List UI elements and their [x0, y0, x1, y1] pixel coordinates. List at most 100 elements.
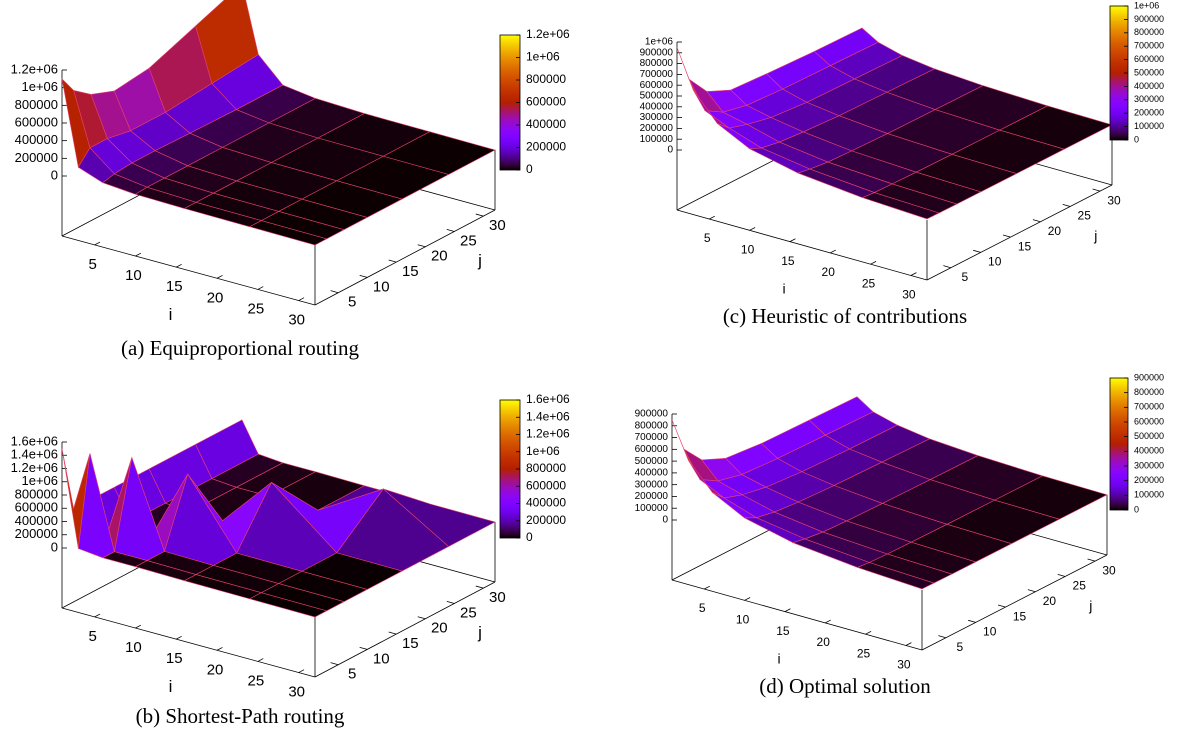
x-tick [704, 585, 710, 590]
colorbar-tick-label: 200000 [1134, 475, 1164, 485]
z-tick-label: 400000 [640, 101, 674, 112]
x-tick [825, 619, 831, 624]
x-axis-label: i [169, 677, 173, 696]
x-tick [709, 215, 715, 220]
x-tick [135, 624, 142, 629]
x-tick-label: 20 [822, 265, 836, 279]
z-tick-label: 700000 [640, 69, 674, 80]
colorbar-tick-label: 200000 [526, 140, 566, 154]
z-tick-label: 900000 [640, 47, 674, 58]
y-tick [446, 228, 455, 232]
surface-plot: 0 200000 400000 600000 800000 1e+06 1.2e+06 5 10… [11, 0, 570, 360]
z-tick-label: 200000 [15, 526, 58, 541]
colorbar-tick-label: 1e+06 [1134, 0, 1159, 10]
z-tick-label: 1.2e+06 [11, 460, 58, 475]
y-tick [1027, 589, 1036, 593]
z-tick-label: 400000 [15, 132, 58, 147]
z-tick-label: 600000 [635, 444, 669, 455]
x-tick-label: 5 [88, 256, 96, 273]
x-tick-label: 15 [166, 278, 183, 295]
y-tick-label: 30 [489, 589, 506, 606]
z-tick-label: 800000 [635, 420, 669, 431]
y-tick-label: 15 [402, 263, 419, 280]
y-axis [314, 581, 496, 678]
x-axis-label: i [169, 305, 173, 324]
caption: (b) Shortest-Path routing [136, 704, 345, 728]
x-tick-label: 30 [288, 684, 305, 701]
y-tick-label: 5 [348, 294, 356, 311]
surface-plot: 02000004000006000008000001e+061.2e+061.4… [11, 392, 570, 728]
colorbar-tick-label: 600000 [1134, 416, 1164, 426]
y-axis [926, 184, 1113, 281]
x-tick-label: 10 [125, 267, 142, 284]
y-tick [417, 244, 426, 248]
y-tick-label: 10 [373, 278, 390, 295]
colorbar-tick-label: 300000 [1134, 94, 1164, 104]
y-tick [388, 631, 397, 635]
surface-plot: 0100000200000300000400000500000600000700… [640, 0, 1164, 327]
z-tick-label: 0 [51, 539, 58, 554]
colorbar-tick-label: 200000 [1134, 108, 1164, 118]
colorbar-tick-label: 900000 [1134, 14, 1164, 24]
colorbar-tick-label: 0 [1134, 504, 1139, 514]
y-tick-label: 5 [348, 666, 356, 683]
x-tick-label: 25 [248, 672, 265, 689]
z-tick-label: 400000 [635, 468, 669, 479]
colorbar-tick-label: 700000 [1134, 41, 1164, 51]
y-tick [417, 616, 426, 620]
x-tick [905, 642, 912, 646]
colorbar-tick-label: 0 [1134, 134, 1139, 144]
x-axis-label: i [782, 281, 785, 297]
y-axis-label: j [1088, 597, 1092, 613]
z-tick-label: 200000 [15, 150, 58, 165]
y-tick [330, 662, 339, 666]
x-tick [830, 249, 836, 254]
x-axis [61, 607, 316, 678]
z-tick-label: 0 [662, 515, 668, 526]
x-tick [298, 297, 305, 301]
x-tick-label: 25 [857, 646, 871, 660]
x-tick [870, 260, 877, 265]
colorbar-tick-label: 400000 [1134, 81, 1164, 91]
y-axis-label: j [477, 623, 482, 642]
colorbar-tick-label: 0 [526, 530, 533, 544]
y-tick [938, 635, 946, 639]
z-tick-label: 600000 [15, 114, 58, 129]
y-tick-label: 10 [373, 650, 390, 667]
x-tick-label: 25 [862, 276, 876, 290]
y-tick-label: 25 [460, 604, 477, 621]
x-axis-label: i [777, 651, 780, 667]
z-tick-label: 800000 [15, 486, 58, 501]
y-axis-label: j [477, 251, 482, 270]
z-tick-label: 800000 [15, 97, 58, 112]
x-tick-label: 15 [166, 650, 183, 667]
caption: (c) Heuristic of contributions [723, 304, 967, 328]
x-tick [176, 635, 182, 640]
y-tick-label: 25 [1078, 209, 1092, 223]
colorbar-tick-label: 700000 [1134, 402, 1164, 412]
colorbar-tick-label: 1.4e+06 [526, 409, 570, 423]
z-tick-label: 1.2e+06 [11, 61, 58, 76]
surface-cell [248, 220, 328, 246]
y-tick-label: 15 [1013, 609, 1027, 623]
colorbar-tick-label: 1e+06 [526, 50, 560, 64]
y-tick [973, 249, 981, 253]
y-tick [446, 600, 455, 604]
y-tick-label: 20 [1048, 224, 1062, 238]
y-tick [1032, 219, 1041, 223]
y-tick [359, 646, 368, 650]
z-tick-label: 0 [51, 167, 58, 182]
x-tick [744, 597, 751, 601]
z-tick-label: 300000 [635, 479, 669, 490]
x-tick [176, 263, 182, 268]
y-tick [330, 290, 339, 294]
colorbar [1109, 377, 1129, 511]
z-tick-label: 800000 [640, 58, 674, 69]
colorbar-tick-label: 1e+06 [526, 444, 560, 458]
y-tick-label: 5 [957, 640, 964, 654]
z-tick-label: 1e+06 [21, 473, 58, 488]
x-tick [216, 647, 223, 651]
y-axis [314, 209, 496, 306]
colorbar-tick-label: 900000 [1134, 372, 1164, 382]
